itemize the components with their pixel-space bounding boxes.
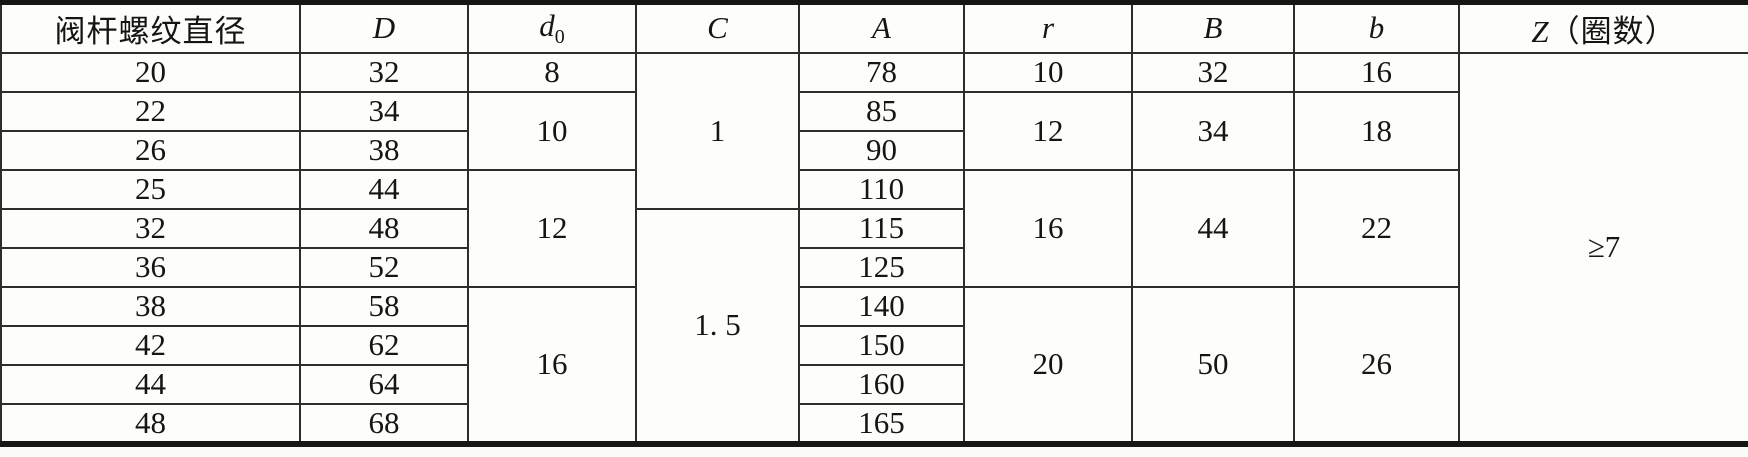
A-cell: 140 <box>798 285 965 327</box>
stem-diameter-cell: 20 <box>0 51 301 93</box>
stem-diameter-cell: 26 <box>0 129 301 171</box>
table-row: 38 58 16 140 20 50 26 <box>0 285 1748 445</box>
header-stem-diameter: 阀杆螺纹直径 <box>0 1 301 54</box>
D-cell: 48 <box>299 207 469 249</box>
table-row: 25 44 12 110 16 44 22 <box>0 168 1748 288</box>
A-cell: 90 <box>798 129 965 171</box>
D-cell: 44 <box>299 168 469 210</box>
header-D: D <box>299 1 469 54</box>
A-cell: 110 <box>798 168 965 210</box>
B-cell: 44 <box>1131 168 1295 288</box>
D-cell: 34 <box>299 90 469 132</box>
stem-diameter-cell: 32 <box>0 207 301 249</box>
b-cell: 22 <box>1293 168 1460 288</box>
header-d0: d0 <box>467 1 637 54</box>
d0-cell: 10 <box>467 90 637 171</box>
A-cell: 125 <box>798 246 965 288</box>
A-cell: 85 <box>798 90 965 132</box>
b-cell: 18 <box>1293 90 1460 171</box>
C-cell: 1 <box>635 51 800 210</box>
B-cell: 34 <box>1131 90 1295 171</box>
b-cell: 16 <box>1293 51 1460 93</box>
stem-diameter-cell: 25 <box>0 168 301 210</box>
table-row: 20 32 8 1 78 10 32 16 ≥7 <box>0 51 1748 445</box>
D-cell: 52 <box>299 246 469 288</box>
A-cell: 165 <box>798 402 965 445</box>
header-Z: Z（圈数） <box>1458 1 1748 54</box>
stem-diameter-cell: 42 <box>0 324 301 366</box>
d0-cell: 16 <box>467 285 637 445</box>
D-cell: 58 <box>299 285 469 327</box>
D-cell: 32 <box>299 51 469 93</box>
header-row: 阀杆螺纹直径 D d0 C A r B b Z（圈数） <box>0 1 1748 54</box>
A-cell: 115 <box>798 207 965 249</box>
stem-diameter-cell: 38 <box>0 285 301 327</box>
header-A: A <box>798 1 965 54</box>
table-row: 44 64 160 <box>0 363 1748 405</box>
header-d0-subscript: 0 <box>554 25 565 48</box>
table-row: 32 48 1. 5 115 <box>0 207 1748 445</box>
table-row: 48 68 165 <box>0 402 1748 445</box>
r-cell: 12 <box>963 90 1133 171</box>
Z-cell: ≥7 <box>1458 51 1748 445</box>
stem-diameter-cell: 36 <box>0 246 301 288</box>
header-B: B <box>1131 1 1295 54</box>
table-row: 42 62 150 <box>0 324 1748 366</box>
B-cell: 50 <box>1131 285 1295 445</box>
stem-diameter-cell: 22 <box>0 90 301 132</box>
spec-table: 阀杆螺纹直径 D d0 C A r B b Z（圈数） 20 32 8 1 78… <box>0 0 1748 447</box>
D-cell: 64 <box>299 363 469 405</box>
r-cell: 16 <box>963 168 1133 288</box>
r-cell: 20 <box>963 285 1133 445</box>
D-cell: 38 <box>299 129 469 171</box>
header-b: b <box>1293 1 1460 54</box>
stem-diameter-cell: 48 <box>0 402 301 445</box>
B-cell: 32 <box>1131 51 1295 93</box>
d0-cell: 8 <box>467 51 637 93</box>
r-cell: 10 <box>963 51 1133 93</box>
D-cell: 68 <box>299 402 469 445</box>
header-C: C <box>635 1 800 54</box>
A-cell: 160 <box>798 363 965 405</box>
table-row: 26 38 90 <box>0 129 1748 171</box>
A-cell: 150 <box>798 324 965 366</box>
header-r: r <box>963 1 1133 54</box>
stem-diameter-cell: 44 <box>0 363 301 405</box>
D-cell: 62 <box>299 324 469 366</box>
b-cell: 26 <box>1293 285 1460 445</box>
d0-cell: 12 <box>467 168 637 288</box>
C-cell: 1. 5 <box>635 207 800 445</box>
A-cell: 78 <box>798 51 965 93</box>
header-Z-letter: Z <box>1531 13 1549 49</box>
table-row: 36 52 125 <box>0 246 1748 288</box>
table-row: 22 34 10 85 12 34 18 <box>0 90 1748 171</box>
header-d0-letter: d <box>539 7 555 43</box>
header-Z-unit: （圈数） <box>1548 13 1677 49</box>
